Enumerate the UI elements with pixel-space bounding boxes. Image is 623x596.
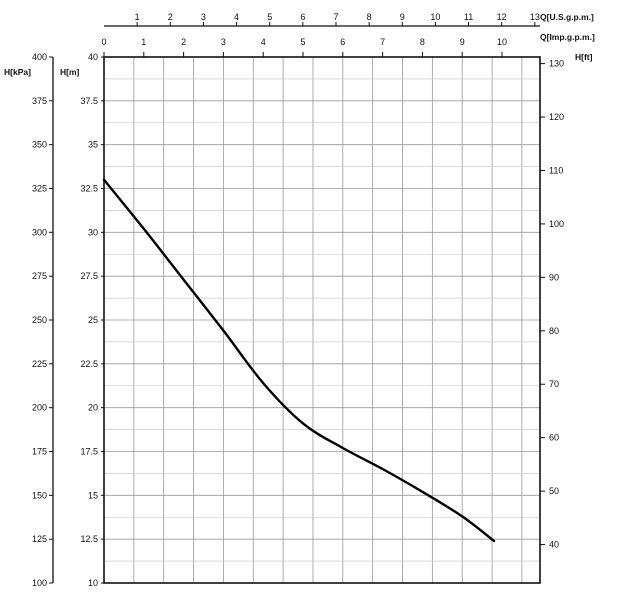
tick-label-ft: 40: [549, 540, 559, 550]
tick-label-us-gpm: 1: [135, 12, 140, 22]
tick-label-ft: 60: [549, 433, 559, 443]
tick-label-kpa: 325: [32, 184, 47, 194]
tick-label-us-gpm: 11: [464, 12, 473, 22]
tick-label-imp-gpm: 2: [181, 37, 186, 47]
axis-label-kpa: H[kPa]: [4, 67, 31, 77]
tick-label-kpa: 175: [32, 447, 47, 457]
tick-label-imp-gpm: 7: [380, 37, 385, 47]
tick-label-m: 12.5: [80, 534, 98, 544]
tick-label-kpa: 250: [32, 315, 47, 325]
tick-label-m: 10: [88, 578, 98, 588]
tick-label-m: 35: [88, 140, 98, 150]
tick-label-kpa: 225: [32, 359, 47, 369]
tick-label-imp-gpm: 0: [101, 37, 106, 47]
tick-label-kpa: 200: [32, 403, 47, 413]
tick-label-kpa: 350: [32, 140, 47, 150]
tick-label-kpa: 100: [32, 578, 47, 588]
axis-label-ft: H[ft]: [575, 52, 593, 62]
tick-label-imp-gpm: 4: [261, 37, 266, 47]
tick-label-us-gpm: 12: [497, 12, 507, 22]
pump-curve-line: [102, 178, 496, 543]
tick-label-ft: 70: [549, 379, 559, 389]
tick-label-ft: 80: [549, 326, 559, 336]
tick-label-us-gpm: 9: [400, 12, 405, 22]
tick-label-kpa: 300: [32, 227, 47, 237]
tick-label-m: 37.5: [80, 96, 98, 106]
tick-label-kpa: 275: [32, 271, 47, 281]
tick-label-us-gpm: 7: [333, 12, 338, 22]
tick-label-m: 15: [88, 490, 98, 500]
axis-label-us-gpm: Q[U.S.g.p.m.]: [540, 12, 594, 22]
tick-label-imp-gpm: 1: [141, 37, 146, 47]
tick-label-imp-gpm: 5: [300, 37, 305, 47]
tick-label-kpa: 150: [32, 490, 47, 500]
tick-label-m: 27.5: [80, 271, 98, 281]
tick-label-kpa: 125: [32, 534, 47, 544]
tick-label-ft: 100: [549, 219, 564, 229]
tick-label-m: 22.5: [80, 359, 98, 369]
tick-label-us-gpm: 3: [201, 12, 206, 22]
tick-label-imp-gpm: 6: [340, 37, 345, 47]
tick-label-m: 30: [88, 227, 98, 237]
axis-label-m: H[m]: [60, 67, 80, 77]
tick-label-m: 40: [88, 52, 98, 62]
tick-label-ft: 90: [549, 272, 559, 282]
tick-label-m: 32.5: [80, 184, 98, 194]
tick-label-kpa: 375: [32, 96, 47, 106]
tick-label-us-gpm: 10: [430, 12, 440, 22]
tick-label-imp-gpm: 3: [221, 37, 226, 47]
tick-label-imp-gpm: 8: [420, 37, 425, 47]
tick-label-ft: 50: [549, 486, 559, 496]
tick-label-imp-gpm: 9: [460, 37, 465, 47]
tick-label-m: 17.5: [80, 447, 98, 457]
tick-label-us-gpm: 4: [234, 12, 239, 22]
tick-label-ft: 130: [549, 59, 564, 69]
tick-label-us-gpm: 2: [168, 12, 173, 22]
tick-label-us-gpm: 6: [300, 12, 305, 22]
tick-label-ft: 110: [549, 165, 563, 175]
tick-label-imp-gpm: 10: [497, 37, 507, 47]
tick-label-m: 25: [88, 315, 98, 325]
tick-label-m: 20: [88, 403, 98, 413]
axis-label-imp-gpm: Q[Imp.g.p.m.]: [540, 32, 595, 42]
grid: [104, 57, 540, 583]
tick-label-us-gpm: 5: [267, 12, 272, 22]
tick-label-us-gpm: 8: [367, 12, 372, 22]
tick-label-us-gpm: 13: [530, 12, 540, 22]
tick-label-ft: 120: [549, 112, 564, 122]
axes: 1001251501752002252502753003253503754001…: [32, 12, 564, 588]
tick-label-kpa: 400: [32, 52, 47, 62]
